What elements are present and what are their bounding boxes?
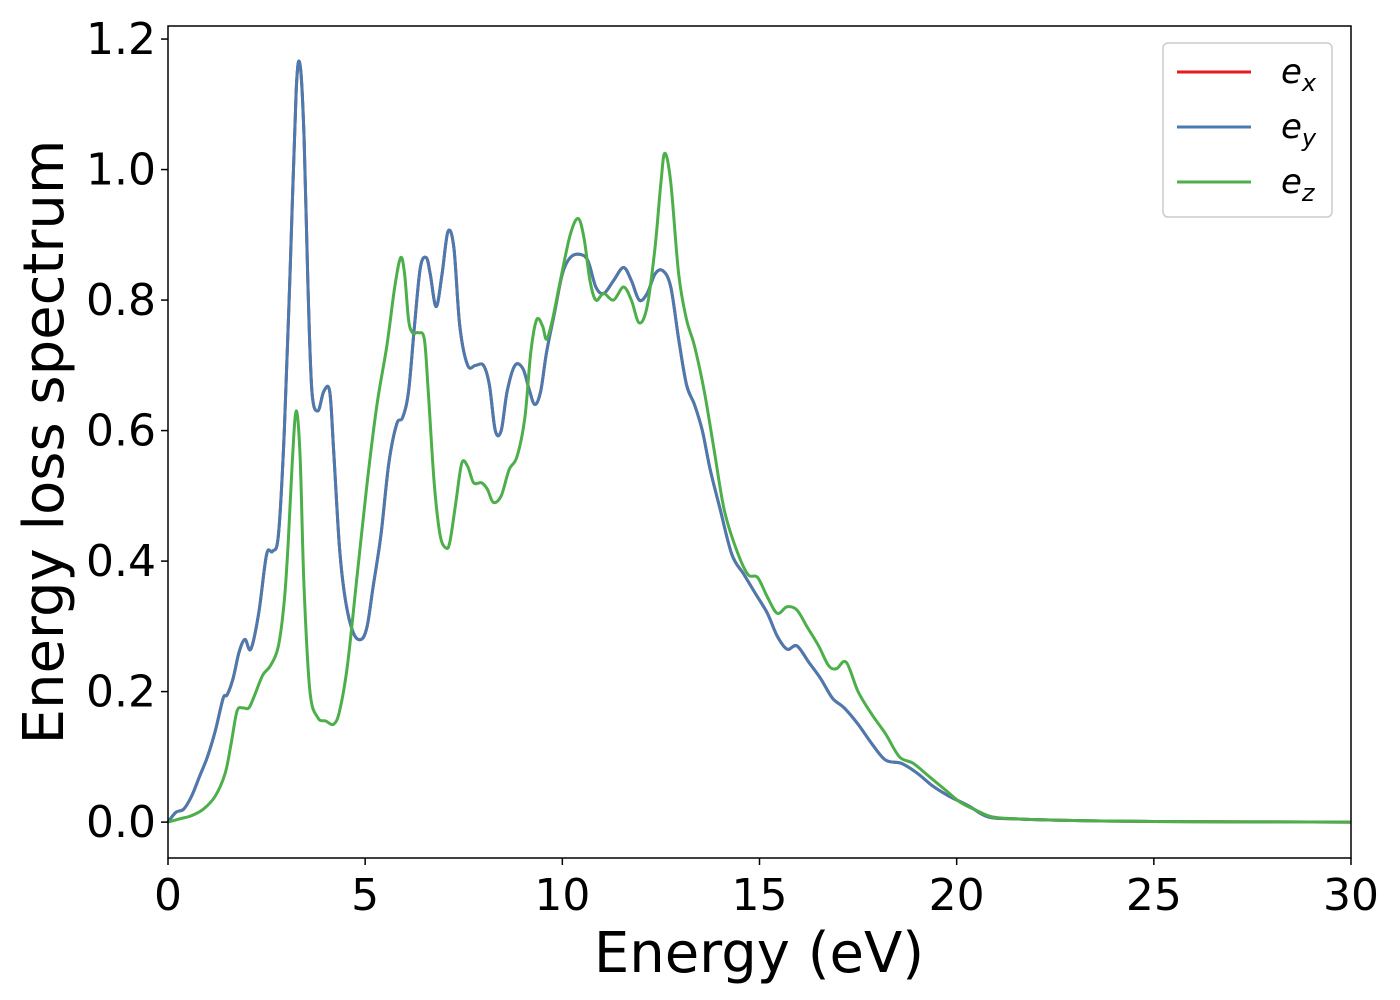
x-axis-ticks: 0 5 10 15 20 25 30 — [154, 858, 1379, 921]
x-tick-label: 30 — [1323, 870, 1379, 921]
x-axis-label: Energy (eV) — [594, 921, 924, 986]
x-tick-label: 20 — [929, 870, 985, 921]
y-axis-label: Energy loss spectrum — [12, 140, 77, 745]
y-tick-label: 0.0 — [86, 797, 156, 848]
y-tick-label: 1.2 — [86, 14, 156, 65]
x-tick-label: 0 — [154, 870, 182, 921]
legend-label-ex: ex — [1281, 52, 1317, 97]
series-line-ez — [167, 151, 1352, 824]
series-line-ey — [166, 59, 1352, 824]
y-tick-label: 0.6 — [86, 406, 156, 457]
x-tick-label: 10 — [534, 870, 590, 921]
y-tick-label: 0.8 — [86, 275, 156, 326]
legend-label-ez: ez — [1281, 162, 1316, 207]
plot-background — [168, 26, 1351, 858]
legend-box — [1162, 42, 1333, 218]
y-tick-label: 1.0 — [86, 145, 156, 196]
series-lines — [166, 59, 1352, 824]
legend: ex ey ez — [1162, 42, 1333, 218]
legend-label-ey: ey — [1281, 107, 1317, 152]
x-tick-label: 15 — [732, 870, 788, 921]
y-tick-label: 0.4 — [86, 536, 156, 587]
y-tick-label: 0.2 — [86, 667, 156, 718]
x-tick-label: 5 — [351, 870, 379, 921]
y-axis-ticks: 0.0 0.2 0.4 0.6 0.8 1.0 1.2 — [86, 14, 168, 848]
x-tick-label: 25 — [1126, 870, 1182, 921]
